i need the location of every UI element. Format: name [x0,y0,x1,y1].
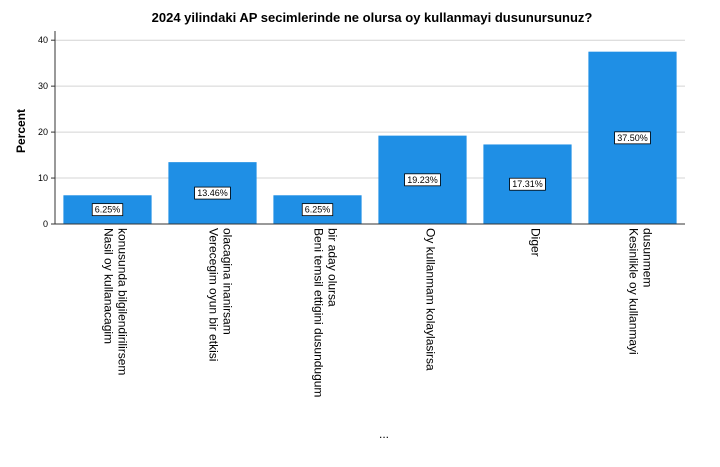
category-label: Oy kullanmam kolaylasirsa [424,228,438,371]
axes [54,31,685,225]
category-label: Verecegim oyun bir etkisiolacagina inani… [207,228,235,361]
category-labels: Nasil oy kullanacagimkonusunda bilgilend… [102,228,655,397]
y-tick-label: 40 [38,35,48,45]
category-label-line: Beni temsil ettigini dusundugum [312,228,326,397]
data-label: 19.23% [407,175,438,185]
y-tick-label: 10 [38,173,48,183]
category-label-line: Verecegim oyun bir etkisi [207,228,221,361]
y-tick-label: 30 [38,81,48,91]
category-label: Beni temsil ettigini dusundugumbir aday … [312,228,340,397]
data-label: 6.25% [305,205,331,215]
chart-title: 2024 yilindaki AP secimlerinde ne olursa… [152,10,593,25]
category-label-line: Oy kullanmam kolaylasirsa [424,228,438,371]
y-ticks: 0 10 20 30 40 [38,35,55,229]
data-label-box [91,203,124,217]
data-label: 6.25% [95,205,121,215]
y-axis-label: Percent [14,109,28,153]
gridlines [55,39,685,179]
category-label-line: konusunda bilgilendirilirsem [116,228,130,375]
y-tick-label: 0 [43,219,48,229]
y-tick-label: 20 [38,127,48,137]
data-label-box [194,186,231,200]
data-label-box [404,173,441,187]
data-label: 17.31% [512,179,543,189]
category-label: Kesinlikle oy kullanmayidusunmem [627,228,655,355]
category-label-line: Nasil oy kullanacagim [102,228,116,344]
bars: 6.25% 13.46% 6.25% 19.23% 17.31% 37.50% [63,51,677,224]
data-label: 37.50% [617,133,648,143]
category-label: Nasil oy kullanacagimkonusunda bilgilend… [102,228,130,375]
x-axis-label: ... [379,427,389,441]
category-label-line: dusunmem [641,228,655,287]
category-label-line: Diger [529,228,543,257]
data-label-box [301,203,334,217]
category-label-line: Kesinlikle oy kullanmayi [627,228,641,355]
data-label-box [509,177,546,191]
data-label-box [614,131,651,145]
category-label: Diger [529,228,543,257]
data-label: 13.46% [197,188,228,198]
category-label-line: olacagina inanirsam [221,228,235,335]
category-label-line: bir aday olursa [326,228,340,307]
